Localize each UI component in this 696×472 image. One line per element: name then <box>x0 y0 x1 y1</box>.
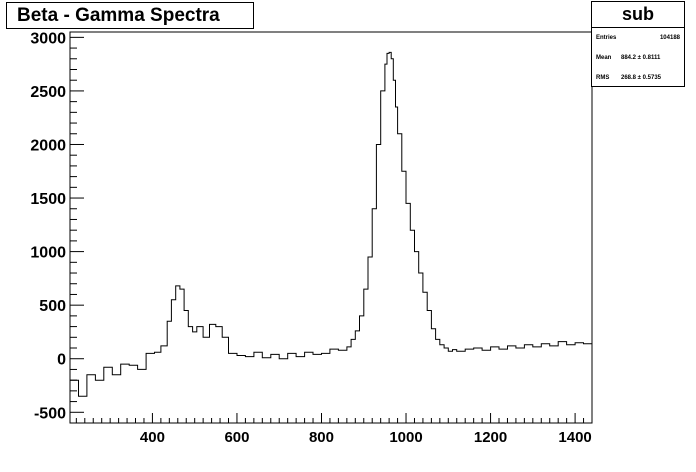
y-tick-label: 0 <box>57 352 66 369</box>
stats-row-entries: Entries 104188 <box>592 28 684 48</box>
x-tick-label: 600 <box>224 429 249 446</box>
x-tick-label: 1400 <box>558 429 591 446</box>
stats-key: Mean <box>596 55 612 61</box>
histogram-line <box>70 51 593 397</box>
stats-value: 884.2 ± 0.8111 <box>621 55 661 61</box>
y-tick-label: 1500 <box>30 191 66 208</box>
x-tick-label: 1200 <box>474 429 507 446</box>
y-tick-label: 1000 <box>30 245 66 262</box>
stats-key: Entries <box>596 35 617 41</box>
chart-title: Beta - Gamma Spectra <box>6 2 254 29</box>
y-axis: -500 0 500 1000 1500 2000 2500 3000 <box>30 30 84 422</box>
y-tick-label: 2500 <box>30 84 66 101</box>
stats-key: RMS <box>596 75 610 81</box>
y-tick-label: 3000 <box>30 30 66 47</box>
stats-box: sub Entries 104188 Mean 884.2 ± 0.8111 R… <box>591 1 685 87</box>
stats-value: 268.8 ± 0.5735 <box>621 75 661 81</box>
stats-value: 104188 <box>659 35 680 41</box>
plot-frame <box>69 31 593 424</box>
x-tick-label: 800 <box>309 429 334 446</box>
x-tick-label: 400 <box>140 429 165 446</box>
x-axis: 400 600 800 1000 1200 1400 <box>75 413 593 446</box>
y-tick-label: 2000 <box>30 137 66 154</box>
x-tick-label: 1000 <box>389 429 422 446</box>
stats-row-rms: RMS 268.8 ± 0.5735 <box>592 68 684 88</box>
stats-title: sub <box>592 2 684 28</box>
stats-row-mean: Mean 884.2 ± 0.8111 <box>592 48 684 68</box>
y-tick-label: 500 <box>39 298 66 315</box>
y-tick-label: -500 <box>34 405 66 422</box>
